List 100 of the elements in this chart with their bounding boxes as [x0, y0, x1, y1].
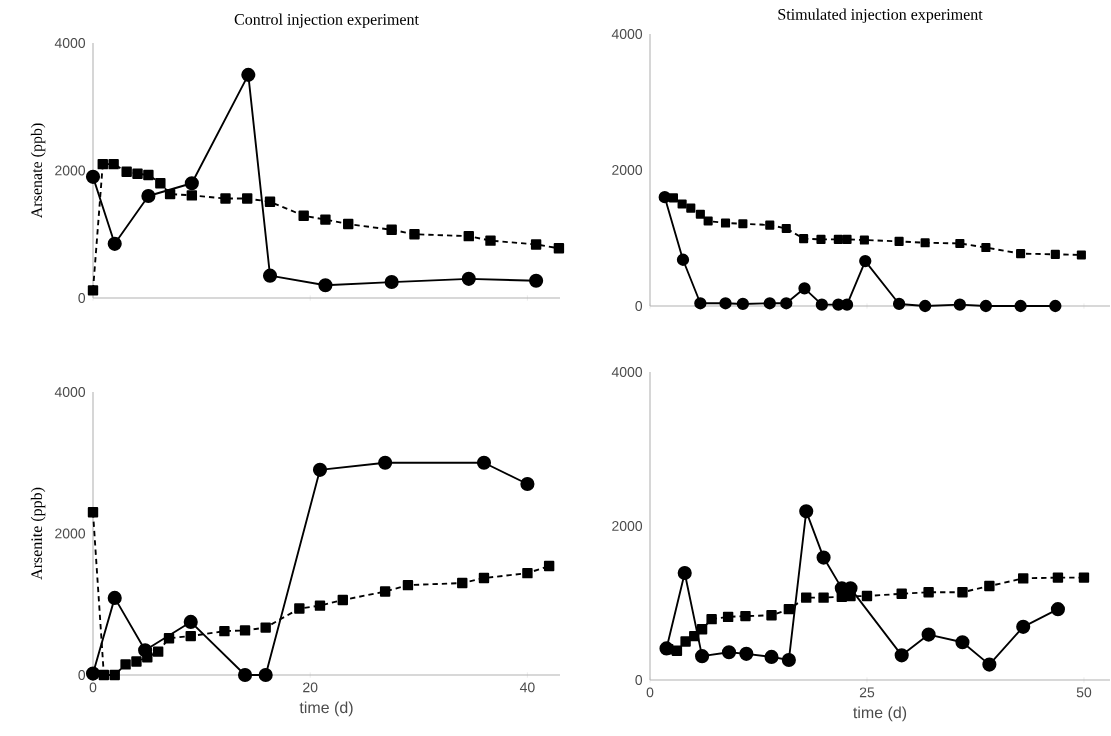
point	[1052, 572, 1064, 583]
x-tick-label: 40	[519, 682, 535, 693]
point	[141, 188, 156, 204]
point	[920, 238, 930, 248]
point	[695, 649, 710, 664]
point	[861, 590, 873, 602]
point	[219, 625, 230, 637]
point	[703, 216, 713, 226]
point	[680, 636, 691, 647]
point	[553, 243, 565, 254]
y-tick-label: 4000	[611, 367, 643, 377]
y-tick-label: 2000	[55, 528, 86, 539]
point	[164, 188, 176, 200]
point	[781, 223, 791, 234]
point	[298, 210, 309, 221]
point	[98, 669, 110, 681]
point	[183, 614, 198, 630]
point	[686, 203, 696, 213]
point	[696, 623, 708, 635]
point	[131, 656, 142, 667]
chart-title: Control injection experiment	[234, 13, 419, 29]
point	[894, 236, 904, 246]
point	[1016, 249, 1026, 259]
point	[1050, 602, 1065, 617]
point	[720, 218, 731, 228]
point	[457, 577, 468, 589]
point	[818, 592, 829, 603]
point	[386, 224, 397, 235]
point	[1078, 572, 1090, 583]
point	[722, 611, 734, 623]
point	[766, 610, 777, 621]
x-axis-title: time (d)	[299, 701, 353, 717]
y-tick-label: 0	[635, 301, 643, 311]
point	[918, 299, 932, 313]
point	[1050, 249, 1060, 259]
point	[262, 268, 278, 283]
point	[695, 209, 705, 219]
point	[984, 580, 995, 592]
point	[765, 220, 775, 230]
point	[798, 282, 811, 295]
point	[476, 455, 492, 470]
point	[220, 193, 231, 204]
x-tick-label: 20	[303, 682, 318, 693]
point	[155, 178, 166, 189]
y-tick-label: 4000	[54, 38, 86, 48]
y-tick-label: 0	[635, 675, 643, 685]
point	[463, 230, 474, 242]
point	[314, 600, 326, 611]
point	[461, 271, 476, 286]
point	[739, 646, 754, 661]
point	[260, 622, 271, 633]
point	[108, 158, 119, 170]
point	[384, 274, 399, 290]
point	[799, 234, 809, 244]
point	[783, 603, 795, 615]
x-tick-label: 0	[89, 682, 97, 693]
point	[242, 193, 253, 204]
point	[981, 242, 991, 253]
point	[801, 592, 812, 603]
x-tick-label: 0	[646, 687, 654, 698]
point	[312, 462, 328, 477]
point	[677, 565, 692, 581]
point	[378, 455, 393, 470]
point	[485, 235, 496, 246]
point	[97, 158, 108, 170]
point	[815, 298, 829, 311]
point	[676, 253, 690, 266]
point	[833, 234, 843, 244]
y-tick-label: 4000	[54, 387, 86, 397]
y-tick-label: 2000	[612, 165, 643, 175]
point	[337, 594, 348, 606]
y-tick-label: 0	[78, 293, 86, 303]
point	[671, 645, 683, 656]
point	[258, 667, 273, 683]
point	[409, 229, 420, 240]
y-axis-title: Arsenate (ppb)	[30, 123, 46, 219]
point	[892, 297, 906, 311]
y-tick-label: 2000	[55, 165, 86, 176]
y-axis-title: Arsenite (ppb)	[30, 487, 46, 580]
point	[241, 67, 256, 82]
point	[842, 234, 852, 244]
point	[185, 630, 196, 642]
point	[520, 476, 535, 492]
point	[121, 166, 132, 177]
point	[143, 169, 154, 181]
point	[957, 587, 968, 598]
point	[85, 666, 101, 681]
point	[530, 239, 542, 250]
point	[132, 168, 143, 179]
point	[894, 648, 909, 663]
point	[955, 238, 965, 248]
point	[781, 652, 796, 668]
point	[379, 586, 391, 597]
point	[478, 572, 490, 584]
point	[107, 236, 122, 251]
point	[1076, 250, 1086, 260]
point	[677, 199, 687, 209]
point	[780, 297, 793, 310]
point	[840, 298, 854, 311]
point	[689, 630, 700, 642]
